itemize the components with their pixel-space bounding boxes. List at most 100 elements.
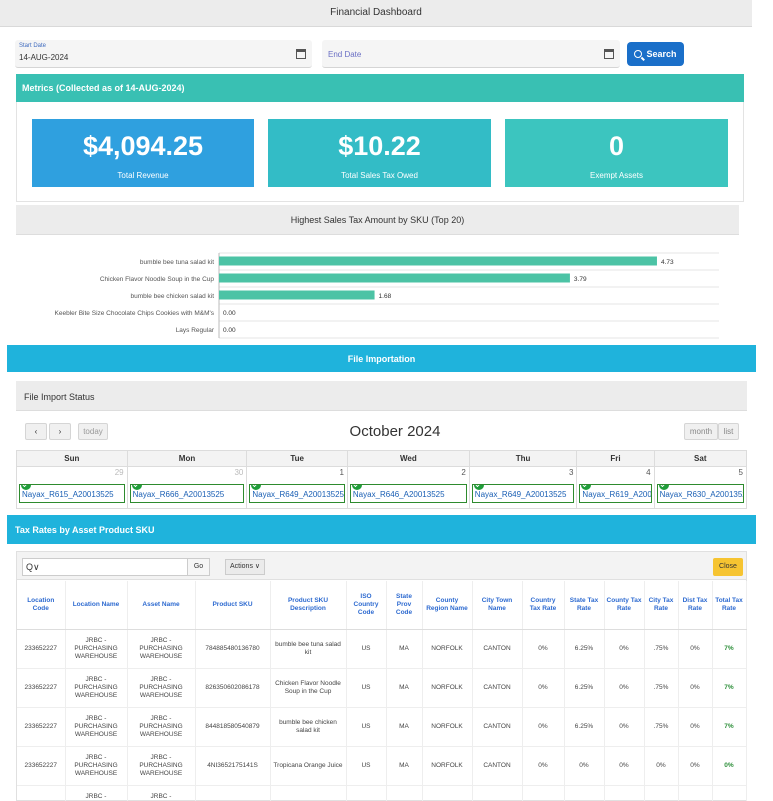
day-header: Mon: [126, 450, 248, 467]
metric-caption: Total Revenue: [117, 171, 169, 180]
metric-caption: Total Sales Tax Owed: [341, 171, 418, 180]
column-header[interactable]: Location Name: [65, 581, 128, 630]
check-circle-icon: [21, 485, 31, 490]
table-cell: MA: [386, 668, 423, 708]
close-button[interactable]: Close: [713, 558, 743, 576]
table-cell: 7%: [712, 707, 747, 747]
check-circle-icon: [658, 485, 669, 490]
calendar-week-row: 29 Nayax_R615_A20013525 30 Nayax_R666_A2…: [16, 466, 748, 509]
column-header[interactable]: County Tax Rate: [604, 581, 645, 630]
column-header[interactable]: City Tax Rate: [644, 581, 679, 630]
prev-month-button[interactable]: ‹: [25, 423, 47, 440]
calendar-event[interactable]: Nayax_R649_A20013525: [471, 484, 575, 503]
go-button[interactable]: Go: [187, 559, 209, 575]
table-cell: NORFOLK: [422, 785, 473, 801]
table-cell: 0%: [604, 629, 645, 669]
table-cell: NORFOLK: [422, 746, 473, 786]
calendar-event[interactable]: Nayax_R615_A20013525: [19, 484, 125, 503]
table-cell: 0%: [604, 668, 645, 708]
table-cell: US: [346, 785, 387, 801]
calendar-day-cell[interactable]: 1 Nayax_R649_A20013525: [246, 466, 348, 509]
calendar-event[interactable]: Nayax_R646_A20013525: [349, 484, 467, 503]
bar[interactable]: [219, 290, 375, 300]
table-cell: CANTON: [472, 785, 523, 801]
search-icon: [634, 50, 643, 58]
calendar-event[interactable]: Nayax_R666_A20013525: [129, 484, 245, 503]
metrics-panel: [16, 102, 744, 202]
event-label: Nayax_R649_A20013525: [252, 490, 345, 499]
table-cell: JRBC - PURCHASING WAREHOUSE: [65, 785, 128, 801]
column-header[interactable]: County Region Name: [422, 581, 473, 630]
month-view-button[interactable]: month: [684, 423, 718, 440]
calendar-day-cell[interactable]: 2 Nayax_R646_A20013525: [346, 466, 470, 509]
calendar-event[interactable]: Nayax_R649_A20013525: [249, 484, 345, 503]
calendar-day-cell[interactable]: 5 Nayax_R630_A20013525: [653, 466, 748, 509]
data-label: 0.00: [223, 327, 236, 334]
table-cell: 7%: [712, 629, 747, 669]
table-cell: 233652227: [17, 707, 66, 747]
column-header[interactable]: Product SKU: [195, 581, 271, 630]
column-header[interactable]: Total Tax Rate: [712, 581, 747, 630]
category-label: bumble bee chicken salad kit: [131, 293, 215, 300]
column-header[interactable]: Location Code: [17, 581, 66, 630]
search-column-icon[interactable]: Q∨: [26, 562, 40, 572]
table-cell: 0%: [644, 746, 679, 786]
table-cell: 0%: [678, 629, 713, 669]
data-label: 1.68: [379, 293, 392, 300]
metric-card-sales-tax: $10.22 Total Sales Tax Owed: [268, 119, 491, 187]
calendar-event[interactable]: Nayax_R630_A20013525: [656, 484, 744, 503]
actions-button[interactable]: Actions ∨: [225, 559, 265, 575]
file-importation-title: File Importation: [347, 354, 416, 364]
table-cell: Tropicana Orange Juice: [270, 746, 347, 786]
bar[interactable]: [219, 273, 570, 283]
column-header[interactable]: State Tax Rate: [564, 581, 605, 630]
table-cell: 0%: [522, 629, 565, 669]
column-header[interactable]: Product SKU Description: [270, 581, 347, 630]
start-date-field[interactable]: Start Date 14-AUG-2024: [15, 40, 312, 68]
calendar-icon[interactable]: [604, 49, 614, 59]
metric-value: $10.22: [338, 131, 421, 161]
table-cell: 233652227: [17, 668, 66, 708]
table-cell: .75%: [644, 668, 679, 708]
table-cell: 233652227: [17, 785, 66, 801]
table-cell: 233652227: [17, 746, 66, 786]
table-cell: JRBC - PURCHASING WAREHOUSE: [127, 668, 196, 708]
column-header[interactable]: Dist Tax Rate: [678, 581, 713, 630]
table-cell: 0%: [712, 746, 747, 786]
table-cell: MA: [386, 746, 423, 786]
calendar-icon[interactable]: [296, 49, 306, 59]
file-import-status-header: File Import Status: [16, 381, 747, 411]
tax-rates-table: Location Code Location Name Asset Name Prod…: [17, 581, 747, 801]
check-circle-icon: [251, 485, 262, 490]
calendar-day-cell[interactable]: 3 Nayax_R649_A20013525: [468, 466, 578, 509]
calendar-event[interactable]: Nayax_R619_A20013525: [579, 484, 652, 503]
calendar-day-cell[interactable]: 4 Nayax_R619_A20013525: [576, 466, 655, 509]
file-importation-bar: File Importation: [7, 345, 756, 372]
end-date-field[interactable]: End Date: [322, 40, 620, 68]
next-month-button[interactable]: ›: [49, 423, 71, 440]
table-cell: US: [346, 629, 387, 669]
table-cell: 0%: [712, 785, 747, 801]
column-header[interactable]: State Prov Code: [386, 581, 423, 630]
calendar-day-cell[interactable]: 29 Nayax_R615_A20013525: [16, 466, 128, 509]
metric-value: 0: [608, 131, 625, 161]
table-cell: 844818580540879: [195, 707, 271, 747]
bar[interactable]: [219, 256, 657, 266]
metric-card-exempt: 0 Exempt Assets: [505, 119, 728, 187]
today-button[interactable]: today: [78, 423, 108, 440]
column-header[interactable]: City Town Name: [472, 581, 523, 630]
column-header[interactable]: Asset Name: [127, 581, 196, 630]
column-header[interactable]: ISO Country Code: [346, 581, 387, 630]
day-header: Tue: [246, 450, 348, 467]
report-search-input[interactable]: Q∨ Go: [22, 558, 210, 576]
table-cell: 0%: [678, 746, 713, 786]
table-cell: US: [346, 668, 387, 708]
list-view-button[interactable]: list: [718, 423, 739, 440]
column-header[interactable]: Country Tax Rate: [522, 581, 565, 630]
day-header: Sat: [653, 450, 748, 467]
search-button[interactable]: Search: [627, 42, 684, 66]
table-cell: JRBC - PURCHASING WAREHOUSE: [127, 629, 196, 669]
calendar-day-cell[interactable]: 30 Nayax_R666_A20013525: [126, 466, 248, 509]
